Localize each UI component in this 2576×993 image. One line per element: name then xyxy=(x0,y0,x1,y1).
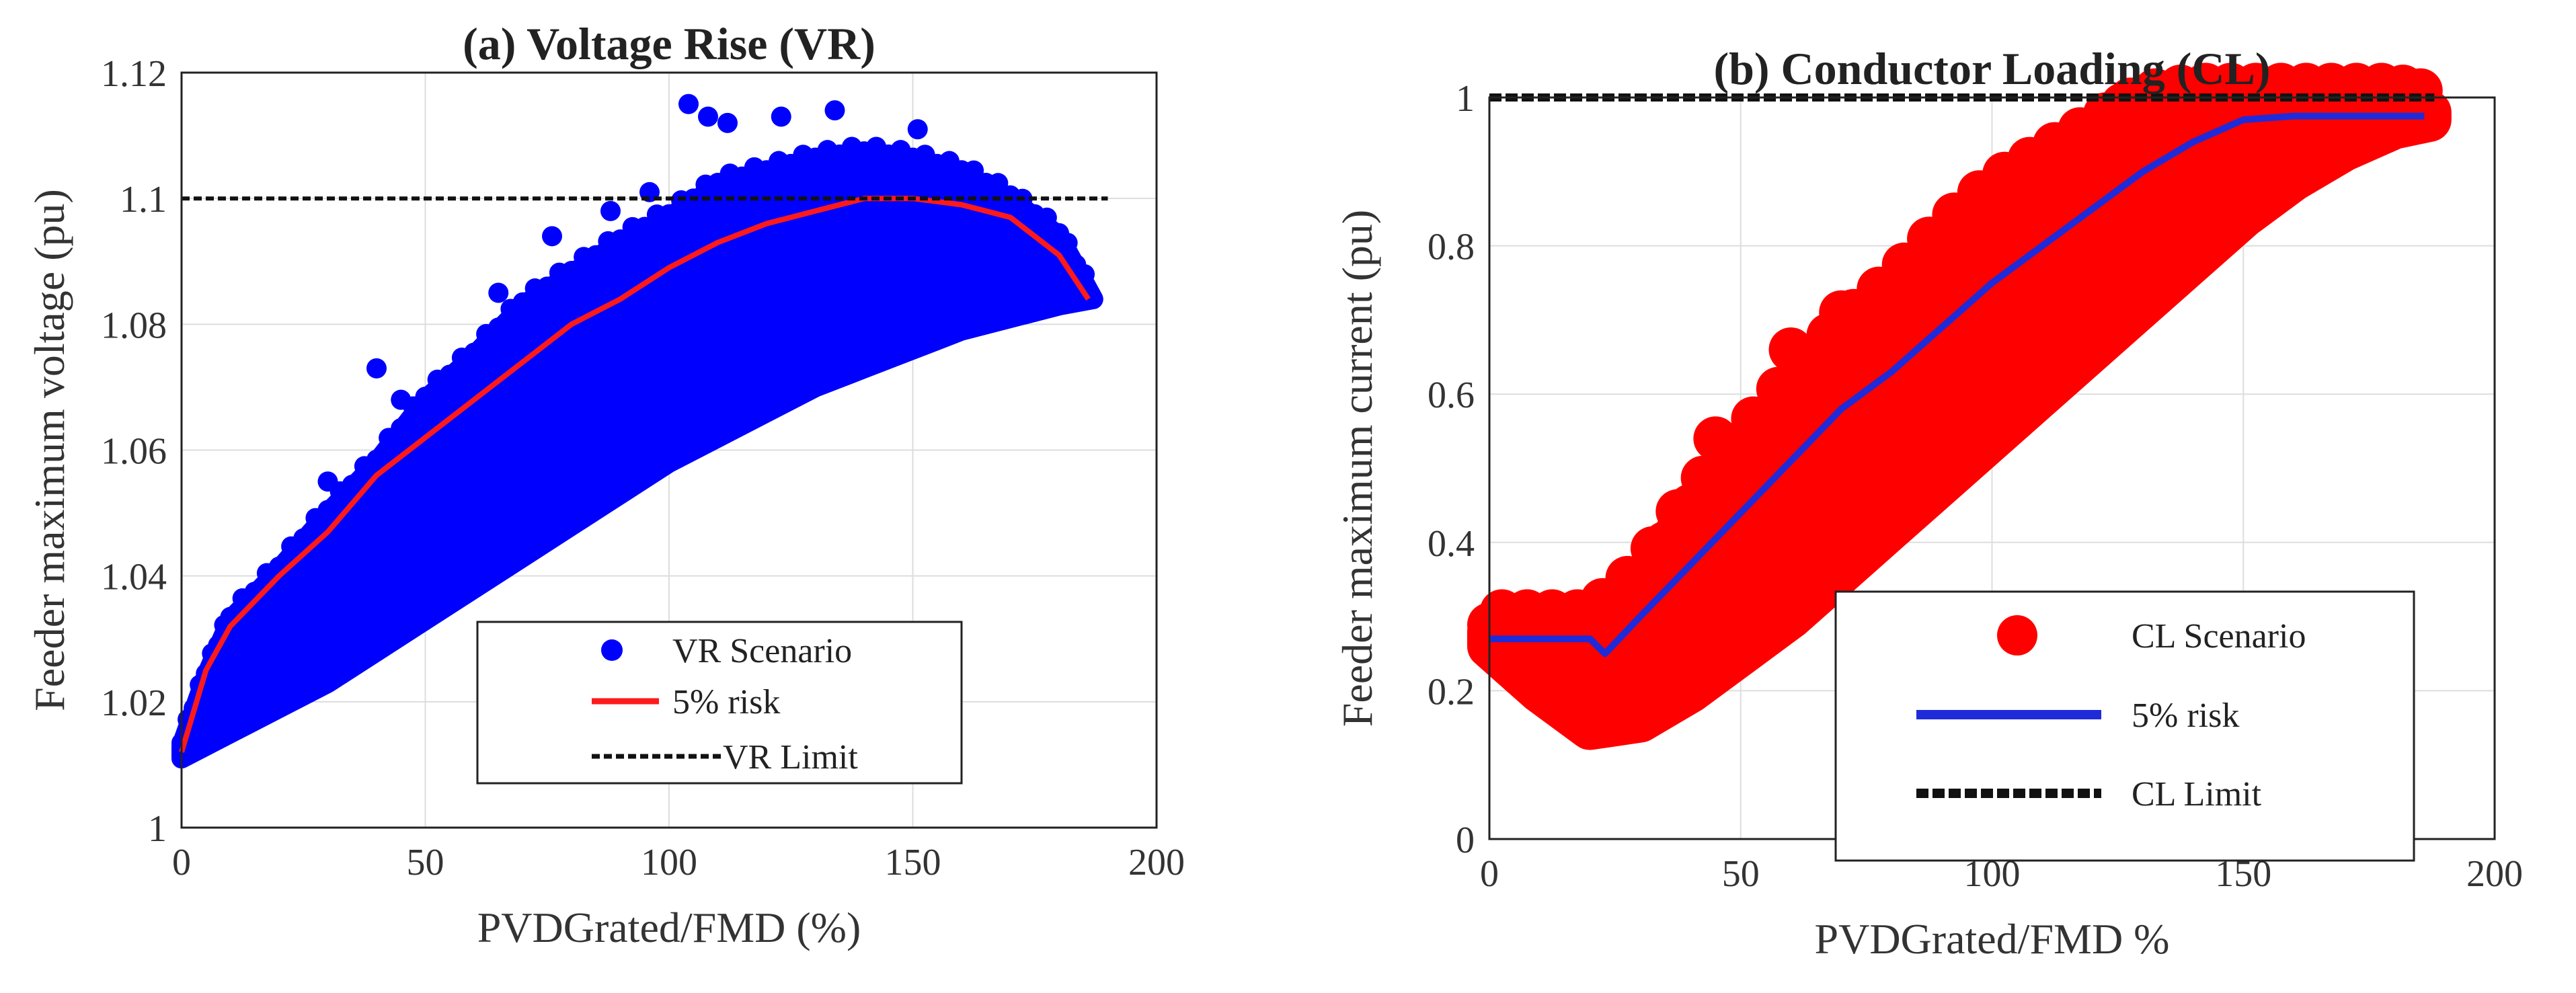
x-tick-label: 0 xyxy=(172,842,191,883)
scatter-point xyxy=(366,449,387,470)
tick-labels: 0 50 100 150 200 1 1.02 1.04 1.06 1.08 1.1 1.12 xyxy=(101,53,1185,883)
legend-label-cl-scenario: CL Scenario xyxy=(2132,617,2306,656)
legend-marker-cl-scenario xyxy=(1997,615,2037,656)
y-tick-label: 0.8 xyxy=(1428,227,1475,268)
scatter-point-outlier xyxy=(366,358,387,379)
y-tick-label: 1.06 xyxy=(101,431,167,473)
x-tick-label: 150 xyxy=(885,842,941,883)
scatter-point xyxy=(988,173,1009,194)
legend-marker-vr-scenario xyxy=(601,639,623,661)
legend-label-5-risk: 5% risk xyxy=(2132,697,2239,735)
y-tick-label: 1.1 xyxy=(120,179,167,221)
y-tick-label: 1.08 xyxy=(101,305,167,346)
scatter-point xyxy=(2398,68,2443,113)
scatter-point-outlier xyxy=(488,282,509,303)
scatter-point-outlier xyxy=(771,106,791,127)
scatter-point xyxy=(610,229,631,250)
scatter-point-outlier xyxy=(1994,164,2039,209)
y-tick-label: 0.2 xyxy=(1428,671,1475,713)
x-tick-label: 0 xyxy=(1480,853,1499,895)
y-tick-label: 1 xyxy=(148,808,167,850)
y-tick-label: 0.6 xyxy=(1428,374,1475,416)
scatter-point xyxy=(1036,207,1057,228)
scatter-point xyxy=(964,160,984,181)
chart-title: (a) Voltage Rise (VR) xyxy=(463,18,875,69)
chart-panel-voltage-rise: 0 50 100 150 200 1 1.02 1.04 1.06 1.08 1.1 1.12 (a)… xyxy=(26,18,1185,951)
scatter-region xyxy=(171,93,1103,769)
x-tick-label: 50 xyxy=(407,842,444,883)
scatter-point xyxy=(537,276,557,297)
x-tick-label: 100 xyxy=(641,842,697,883)
scatter-point-outlier xyxy=(1909,245,1954,290)
x-axis-label: PVDGrated/FMD (%) xyxy=(477,904,861,951)
scatter-point-outlier xyxy=(600,200,621,221)
y-tick-label: 1.04 xyxy=(101,557,167,598)
scatter-point xyxy=(586,245,607,266)
scatter-point xyxy=(1075,264,1095,285)
scatter-point-outlier xyxy=(824,100,845,121)
legend: VR Scenario 5% risk VR Limit xyxy=(476,621,963,785)
scatter-point xyxy=(561,260,582,281)
series-line-5-risk xyxy=(179,196,1091,753)
scatter-point xyxy=(391,418,412,438)
plot-frame xyxy=(180,71,1158,829)
series-lines xyxy=(179,196,1108,753)
legend-label-vr-scenario: VR Scenario xyxy=(672,632,852,670)
scatter-point-outlier xyxy=(317,471,338,492)
scatter-point xyxy=(439,364,460,385)
scatter-point xyxy=(488,317,509,338)
y-tick-label: 0 xyxy=(1456,820,1475,861)
legend: CL Scenario 5% risk CL Limit xyxy=(1834,590,2415,862)
chart-title: (b) Conductor Loading (CL) xyxy=(1713,43,2270,94)
y-tick-label: 1 xyxy=(1456,78,1475,120)
scatter-point-outlier xyxy=(678,93,699,114)
scatter-point xyxy=(464,342,484,363)
x-axis-label: PVDGrated/FMD % xyxy=(1815,915,2170,963)
scatter-point xyxy=(317,500,338,520)
y-tick-label: 0.4 xyxy=(1428,523,1475,565)
scatter-point xyxy=(342,475,362,495)
scatter-point xyxy=(659,204,679,225)
scatter-point-outlier xyxy=(1693,416,1738,461)
x-tick-label: 50 xyxy=(1722,853,1760,895)
scatter-point-outlier xyxy=(1945,201,1990,246)
y-tick-label: 1.02 xyxy=(101,682,167,724)
legend-label-cl-limit: CL Limit xyxy=(2132,775,2262,813)
y-tick-label: 1.12 xyxy=(101,53,167,95)
x-tick-label: 200 xyxy=(1128,842,1185,883)
x-tick-label: 200 xyxy=(2466,853,2523,895)
legend-label-vr-limit: VR Limit xyxy=(723,738,858,777)
scatter-point-outlier xyxy=(698,106,718,127)
scatter-point-outlier xyxy=(1819,290,1864,335)
legend-label-5-risk: 5% risk xyxy=(672,683,780,721)
scatter-point-outlier xyxy=(907,119,928,140)
legend-box xyxy=(1834,590,2415,862)
scatter-point xyxy=(634,216,655,237)
scatter-point xyxy=(1057,233,1078,253)
series-line-5-risk xyxy=(1489,112,2425,658)
y-axis-label: Feeder maximum current (pu) xyxy=(1333,210,1381,727)
scatter-point-outlier xyxy=(391,389,412,410)
scatter-point xyxy=(512,292,533,313)
scatter-point-outlier xyxy=(717,112,738,133)
scatter-point xyxy=(415,387,436,407)
scatter-point-outlier xyxy=(542,226,562,247)
y-axis-label: Feeder maximum voltage (pu) xyxy=(26,189,73,711)
scatter-region xyxy=(1467,63,2452,750)
scatter-point-outlier xyxy=(1768,327,1813,372)
scatter-point xyxy=(293,528,314,549)
